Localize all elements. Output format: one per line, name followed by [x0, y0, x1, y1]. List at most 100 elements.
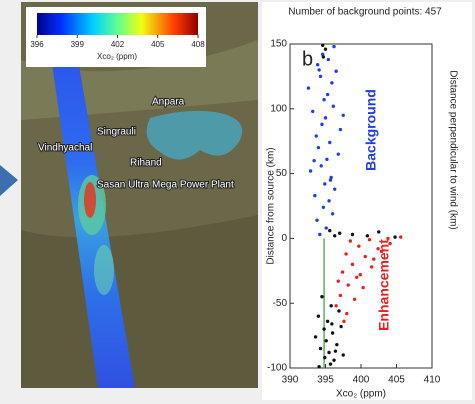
colorbar-tick-label: 405: [151, 40, 165, 49]
point: [344, 252, 348, 256]
point: [328, 178, 333, 182]
point: [330, 212, 335, 216]
point: [315, 218, 319, 222]
point: [323, 47, 328, 51]
point: [336, 152, 340, 156]
point: [320, 295, 324, 299]
point: [345, 311, 349, 316]
point: [328, 228, 332, 233]
point: [340, 270, 345, 274]
point: [342, 319, 346, 324]
point: [325, 319, 330, 324]
y2-axis-label: Distance perpendicular to wind (km): [447, 70, 458, 230]
place-label: Vindhyachal: [38, 143, 92, 154]
colorbar-tick-label: 402: [111, 40, 125, 49]
point: [328, 140, 332, 145]
point: [350, 232, 355, 237]
point: [357, 244, 361, 248]
y-tick-label: -50: [273, 298, 288, 309]
point: [311, 109, 315, 114]
point: [317, 68, 321, 72]
y-tick-label: 50: [276, 168, 288, 179]
point: [318, 232, 322, 237]
point: [316, 314, 321, 318]
arrow: [0, 165, 18, 196]
point: [335, 342, 339, 347]
point: [350, 262, 355, 267]
point: [306, 86, 311, 90]
y-tick-label: 100: [270, 103, 287, 114]
x-tick-label: 405: [388, 375, 405, 386]
colorbar-tick-label: 399: [71, 40, 85, 49]
swath-patch: [94, 245, 114, 295]
place-label: Singrauli: [97, 127, 136, 138]
place-label: Anpara: [152, 97, 185, 108]
point: [341, 353, 345, 357]
series-label: Enhancement: [376, 239, 392, 331]
place-label: Sasan Ultra Mega Power Plant: [97, 180, 234, 191]
lake: [146, 110, 243, 160]
point: [367, 237, 372, 242]
place-label: Rihand: [130, 158, 162, 169]
point: [318, 74, 323, 79]
point: [333, 349, 338, 353]
plot-panel: [262, 2, 472, 400]
point: [320, 52, 325, 57]
point: [330, 331, 335, 335]
point: [324, 339, 328, 343]
point: [332, 358, 336, 362]
colorbar-tick-label: 408: [191, 40, 205, 49]
point: [352, 297, 357, 302]
point: [369, 265, 374, 269]
point: [325, 92, 330, 97]
point: [328, 362, 333, 366]
point: [323, 355, 327, 360]
point: [399, 235, 403, 239]
swath-patch: [84, 182, 96, 218]
point: [323, 116, 328, 120]
x-tick-label: 395: [317, 375, 334, 386]
point: [379, 249, 384, 254]
point: [323, 182, 327, 186]
x-axis-label: Xco₂ (ppm): [336, 389, 386, 400]
point: [330, 322, 334, 326]
point: [320, 43, 325, 47]
point: [372, 257, 376, 261]
colorbar-tick-label: 396: [30, 40, 44, 49]
colorbar-label: Xco₂ (ppm): [97, 52, 137, 61]
point: [338, 231, 342, 235]
point: [319, 164, 323, 168]
point: [376, 247, 380, 251]
point: [325, 157, 329, 162]
point: [308, 169, 313, 173]
point: [388, 241, 392, 246]
point: [313, 193, 317, 198]
point: [338, 293, 343, 298]
point: [358, 272, 362, 277]
point: [329, 175, 333, 180]
y-tick-label: 0: [281, 233, 287, 244]
point: [346, 283, 350, 287]
point: [386, 236, 390, 241]
series-label: Background: [363, 89, 379, 171]
point: [320, 122, 324, 127]
point: [331, 104, 336, 108]
point: [326, 57, 331, 62]
terrain: [21, 215, 258, 388]
point: [318, 346, 323, 351]
y-tick-label: 150: [270, 39, 287, 50]
point: [336, 279, 340, 283]
point: [337, 309, 341, 313]
y-axis-label: Distance from source (km): [266, 147, 277, 264]
point: [315, 63, 320, 67]
point: [312, 158, 316, 163]
point: [339, 324, 343, 329]
point: [355, 275, 359, 279]
point: [327, 199, 331, 203]
point: [333, 187, 337, 191]
point: [361, 285, 365, 290]
point: [341, 113, 345, 117]
point: [334, 304, 338, 308]
x-tick-label: 390: [282, 375, 299, 386]
